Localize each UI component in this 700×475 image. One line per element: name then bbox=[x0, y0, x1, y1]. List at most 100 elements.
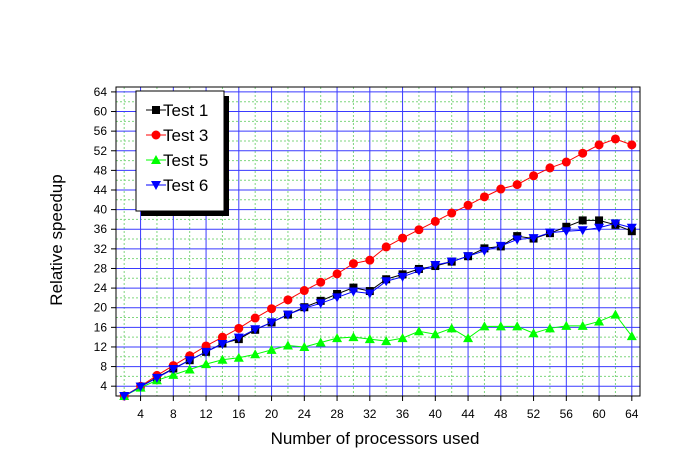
data-point-test-5 bbox=[315, 337, 326, 347]
axis-ticks bbox=[111, 91, 633, 401]
data-point-test-3 bbox=[316, 277, 326, 287]
data-point-test-3 bbox=[365, 255, 375, 265]
data-point-test-5 bbox=[446, 323, 457, 333]
y-tick-label: 64 bbox=[94, 85, 108, 99]
x-tick-label: 52 bbox=[527, 407, 541, 421]
legend-label-test-1: Test 1 bbox=[163, 101, 208, 120]
data-point-test-6 bbox=[315, 299, 326, 309]
data-point-test-5 bbox=[495, 321, 506, 331]
data-point-test-6 bbox=[479, 246, 490, 256]
data-point-test-3 bbox=[529, 171, 539, 181]
data-point-test-6 bbox=[119, 392, 130, 401]
data-point-test-5 bbox=[528, 328, 539, 338]
data-point-test-6 bbox=[528, 234, 539, 244]
data-point-test-6 bbox=[266, 318, 277, 328]
data-point-test-5 bbox=[577, 320, 588, 330]
x-tick-label: 8 bbox=[170, 407, 177, 421]
data-point-test-3 bbox=[561, 157, 571, 167]
series-test-6 bbox=[119, 219, 637, 401]
legend-marker-test-6 bbox=[151, 181, 161, 190]
data-point-test-6 bbox=[282, 310, 293, 320]
data-point-test-5 bbox=[544, 323, 555, 333]
data-point-test-6 bbox=[463, 252, 474, 262]
x-tick-label: 36 bbox=[396, 407, 410, 421]
y-tick-label: 28 bbox=[94, 261, 108, 275]
data-point-test-5 bbox=[184, 364, 195, 374]
data-point-test-6 bbox=[430, 261, 441, 271]
data-point-test-3 bbox=[578, 148, 588, 158]
data-point-test-5 bbox=[561, 320, 572, 330]
data-point-test-5 bbox=[381, 336, 392, 346]
data-point-test-6 bbox=[151, 373, 162, 383]
data-point-test-3 bbox=[545, 163, 555, 173]
legend-marker-test-1 bbox=[152, 106, 160, 114]
data-point-test-5 bbox=[201, 359, 212, 369]
data-point-test-1 bbox=[562, 222, 571, 231]
data-point-test-5 bbox=[168, 369, 179, 379]
legend: Test 1 Test 3 Test 5 Test 6 bbox=[135, 90, 229, 216]
data-point-test-6 bbox=[381, 277, 392, 287]
data-point-test-3 bbox=[496, 184, 506, 194]
x-tick-label: 60 bbox=[592, 407, 606, 421]
x-tick-label: 48 bbox=[494, 407, 508, 421]
y-tick-label: 48 bbox=[94, 163, 108, 177]
data-point-test-6 bbox=[446, 257, 457, 267]
y-tick-label: 24 bbox=[94, 281, 108, 295]
y-tick-label: 12 bbox=[94, 340, 108, 354]
legend-marker-test-3 bbox=[151, 130, 161, 140]
data-point-test-6 bbox=[299, 304, 310, 314]
data-point-test-6 bbox=[250, 325, 261, 335]
data-point-test-3 bbox=[250, 313, 260, 323]
data-point-test-3 bbox=[332, 269, 342, 279]
data-point-test-5 bbox=[594, 316, 605, 326]
data-point-test-6 bbox=[544, 228, 555, 238]
legend-items: Test 1 Test 3 Test 5 Test 6 bbox=[146, 101, 208, 195]
data-point-test-5 bbox=[332, 333, 343, 343]
data-point-test-6 bbox=[233, 333, 244, 343]
data-point-test-3 bbox=[283, 295, 293, 305]
x-tick-label: 12 bbox=[199, 407, 213, 421]
data-point-test-3 bbox=[234, 323, 244, 333]
data-point-test-6 bbox=[217, 340, 228, 350]
x-tick-label: 28 bbox=[330, 407, 344, 421]
legend-item-test-1: Test 1 bbox=[146, 101, 208, 120]
data-point-test-1 bbox=[578, 216, 587, 225]
data-point-test-5 bbox=[364, 334, 375, 344]
y-tick-label: 52 bbox=[94, 144, 108, 158]
data-point-test-6 bbox=[610, 219, 621, 229]
data-point-test-5 bbox=[610, 309, 621, 319]
data-point-test-5 bbox=[250, 349, 261, 359]
x-tick-label: 20 bbox=[265, 407, 279, 421]
legend-label-test-3: Test 3 bbox=[163, 126, 208, 145]
y-tick-label: 36 bbox=[94, 222, 108, 236]
x-tick-label: 4 bbox=[137, 407, 144, 421]
data-point-test-3 bbox=[594, 140, 604, 150]
data-point-test-6 bbox=[413, 266, 424, 276]
x-axis-label: Number of processors used bbox=[271, 429, 480, 448]
y-axis-label: Relative speedup bbox=[47, 174, 66, 305]
data-point-test-6 bbox=[512, 235, 523, 245]
data-point-test-1 bbox=[595, 216, 604, 225]
data-point-test-3 bbox=[479, 192, 489, 202]
data-point-test-6 bbox=[168, 365, 179, 375]
data-point-test-3 bbox=[512, 180, 522, 190]
data-point-test-5 bbox=[282, 340, 293, 350]
data-point-test-3 bbox=[267, 304, 277, 314]
legend-item-test-6: Test 6 bbox=[146, 176, 208, 195]
data-point-test-3 bbox=[447, 208, 457, 218]
data-point-test-5 bbox=[463, 333, 474, 343]
legend-item-test-3: Test 3 bbox=[146, 126, 208, 145]
x-tick-label: 64 bbox=[625, 407, 639, 421]
x-tick-label: 40 bbox=[429, 407, 443, 421]
data-point-test-6 bbox=[495, 241, 506, 251]
legend-label-test-5: Test 5 bbox=[163, 151, 208, 170]
plot-frame bbox=[115, 86, 641, 397]
x-tick-label: 44 bbox=[461, 407, 475, 421]
data-point-test-5 bbox=[299, 341, 310, 351]
y-tick-label: 32 bbox=[94, 242, 108, 256]
data-point-test-6 bbox=[626, 223, 637, 233]
data-point-test-6 bbox=[135, 382, 146, 392]
data-point-test-3 bbox=[610, 134, 620, 144]
data-point-test-5 bbox=[217, 354, 228, 364]
